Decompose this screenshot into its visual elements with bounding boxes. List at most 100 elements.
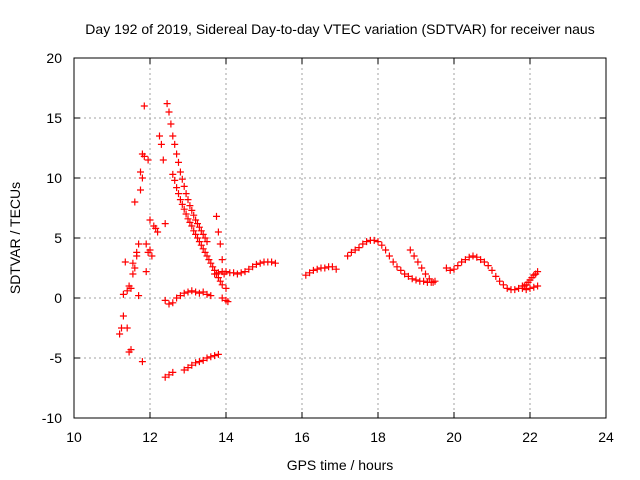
data-point <box>328 263 336 271</box>
data-point <box>211 352 219 360</box>
data-point <box>192 359 200 367</box>
y-tick-label: 15 <box>46 110 62 126</box>
y-tick-label: 10 <box>46 170 62 186</box>
data-point <box>138 174 146 182</box>
data-point <box>534 268 542 276</box>
data-point <box>499 281 507 289</box>
data-point <box>473 253 481 261</box>
axis-ticks <box>73 57 607 419</box>
data-point <box>176 292 184 300</box>
data-point <box>332 265 340 273</box>
data-point <box>199 245 207 253</box>
data-points <box>116 100 542 381</box>
data-point <box>159 156 167 164</box>
data-point <box>173 294 181 302</box>
data-point <box>418 264 426 272</box>
data-point <box>180 366 188 374</box>
data-point <box>309 266 317 274</box>
data-point <box>214 350 222 358</box>
data-point <box>180 205 188 213</box>
data-point <box>321 264 329 272</box>
data-point <box>173 184 181 192</box>
data-series <box>442 252 526 294</box>
data-point <box>378 241 386 249</box>
y-tick-labels: -10 -5 0 5 10 15 20 <box>42 50 62 426</box>
data-point <box>165 300 173 308</box>
data-point <box>165 371 173 379</box>
data-point <box>313 265 321 273</box>
data-point <box>522 286 530 294</box>
data-point <box>135 240 143 248</box>
data-point <box>188 206 196 214</box>
data-point <box>173 150 181 158</box>
data-point <box>249 263 257 271</box>
data-point <box>211 270 219 278</box>
data-point <box>404 272 412 280</box>
data-point <box>135 292 143 300</box>
data-point <box>192 216 200 224</box>
data-point <box>385 252 393 260</box>
grid-lines <box>74 58 606 418</box>
data-point <box>420 277 428 285</box>
data-point <box>492 272 500 280</box>
data-point <box>359 240 367 248</box>
data-point <box>171 176 179 184</box>
data-point <box>157 140 165 148</box>
data-point <box>186 202 194 210</box>
data-point <box>195 238 203 246</box>
data-point <box>209 263 217 271</box>
data-series <box>161 287 232 308</box>
data-point <box>194 220 201 228</box>
x-tick-label: 10 <box>66 429 82 445</box>
data-point <box>171 140 179 148</box>
data-point <box>429 278 437 286</box>
data-point <box>203 354 211 362</box>
data-point <box>169 170 177 178</box>
data-point <box>156 132 163 140</box>
data-point <box>188 222 196 230</box>
data-point <box>207 292 215 300</box>
data-point <box>175 158 182 166</box>
data-point <box>169 299 177 307</box>
data-series <box>406 246 437 286</box>
data-point <box>256 259 264 267</box>
data-point <box>137 186 144 194</box>
data-point <box>178 200 186 208</box>
data-point <box>184 215 192 223</box>
data-point <box>203 238 211 246</box>
data-point <box>218 281 226 289</box>
data-point <box>306 269 314 277</box>
data-point <box>144 156 152 164</box>
data-point <box>230 269 238 277</box>
data-point <box>207 353 215 361</box>
data-point <box>180 182 188 190</box>
data-point <box>408 275 416 283</box>
data-point <box>530 283 538 291</box>
data-point <box>142 268 150 276</box>
data-point <box>197 241 205 249</box>
data-point <box>389 258 397 266</box>
data-point <box>140 152 148 160</box>
data-point <box>146 246 154 254</box>
data-point <box>167 120 175 128</box>
data-point <box>154 228 162 236</box>
y-tick-label: -10 <box>42 410 62 426</box>
y-tick-label: 20 <box>46 50 62 66</box>
data-series <box>213 212 230 292</box>
data-point <box>169 368 177 376</box>
data-point <box>374 238 382 246</box>
data-point <box>138 358 146 366</box>
data-point <box>199 288 207 296</box>
data-point <box>137 168 144 176</box>
x-tick-labels: 10 12 14 16 18 20 22 24 <box>66 429 614 445</box>
data-point <box>480 258 488 266</box>
data-point <box>347 248 355 256</box>
data-point <box>161 220 169 228</box>
data-point <box>218 294 226 302</box>
data-point <box>199 230 207 238</box>
x-tick-label: 14 <box>218 429 234 445</box>
data-point <box>511 286 519 294</box>
data-point <box>178 175 186 183</box>
y-tick-label: 5 <box>54 230 62 246</box>
